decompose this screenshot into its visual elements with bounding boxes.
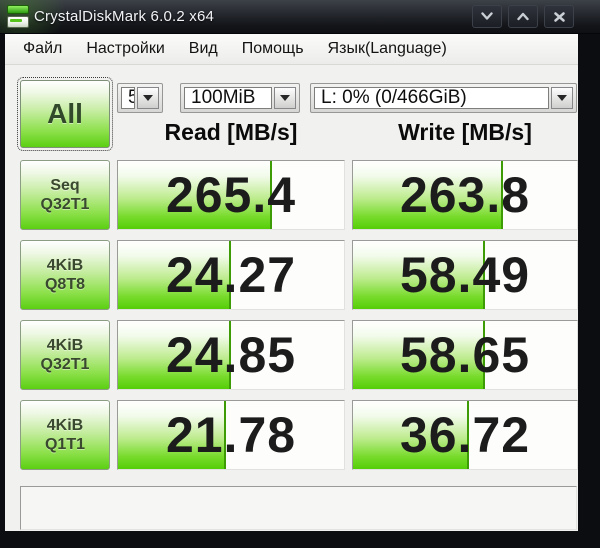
write-value: 36.72 — [399, 407, 531, 463]
title-bar: CrystalDiskMark 6.0.2 x64 — [0, 0, 600, 34]
read-result-box: 21.78 — [117, 400, 345, 470]
test-label-line1: 4KiB — [46, 336, 84, 354]
test-count-value[interactable]: 5 — [121, 87, 135, 109]
read-value: 21.78 — [165, 407, 297, 463]
target-drive-value[interactable]: L: 0% (0/466GiB) — [314, 87, 549, 109]
menu-item[interactable]: Файл — [23, 40, 63, 57]
read-value: 24.85 — [165, 327, 297, 383]
menu-bar: Файл Настройки Вид Помощь Язык(Language) — [5, 34, 578, 65]
test-label-line2: Q32T1 — [40, 196, 90, 213]
test-label-line1: Seq — [50, 176, 80, 194]
read-fill-bar — [118, 401, 227, 469]
write-fill-bar — [353, 321, 486, 389]
benchmark-row: 4KiB Q32T1 24.85 58.65 — [5, 320, 578, 390]
chevron-down-icon[interactable] — [137, 87, 159, 109]
menu-item[interactable]: Помощь — [241, 40, 304, 57]
comment-box — [20, 486, 577, 530]
crystaldiskmark-app-icon — [7, 4, 31, 30]
write-result-box: 58.49 — [352, 240, 578, 310]
test-label-line1: 4KiB — [46, 256, 84, 274]
test-label-line2: Q1T1 — [44, 436, 85, 453]
test-size-combobox[interactable]: 100MiB — [180, 83, 300, 113]
benchmark-row: Seq Q32T1 265.4 263.8 — [5, 160, 578, 230]
read-fill-bar — [118, 321, 231, 389]
close-button[interactable] — [544, 5, 574, 28]
chevron-down-icon — [481, 12, 493, 20]
maximize-button[interactable] — [508, 5, 538, 28]
write-result-box: 263.8 — [352, 160, 578, 230]
read-result-box: 24.27 — [117, 240, 345, 310]
write-column-header: Write [MB/s] — [398, 119, 532, 145]
test-label-line1: 4KiB — [46, 416, 84, 434]
window-title: CrystalDiskMark 6.0.2 x64 — [34, 8, 215, 25]
chevron-down-icon[interactable] — [551, 87, 573, 109]
test-size-value[interactable]: 100MiB — [184, 87, 272, 109]
disk-icon-body — [7, 16, 29, 28]
write-result-box: 36.72 — [352, 400, 578, 470]
write-fill-bar — [353, 241, 486, 309]
read-result-box: 265.4 — [117, 160, 345, 230]
read-fill-bar — [118, 241, 231, 309]
write-value: 263.8 — [399, 167, 531, 223]
client-area: All 5 100MiB L: 0% (0/466GiB) Read [MB/s… — [5, 65, 578, 531]
test-count-combobox[interactable]: 5 — [117, 83, 163, 113]
read-column-header: Read [MB/s] — [164, 119, 298, 145]
benchmark-row: 4KiB Q1T1 21.78 36.72 — [5, 400, 578, 470]
write-fill-bar — [353, 401, 470, 469]
chevron-up-icon — [517, 12, 529, 21]
test-button[interactable]: 4KiB Q1T1 — [20, 400, 110, 470]
read-fill-bar — [118, 161, 272, 229]
read-value: 24.27 — [165, 247, 297, 303]
test-button[interactable]: Seq Q32T1 — [20, 160, 110, 230]
test-label-line2: Q8T8 — [44, 276, 85, 293]
write-value: 58.49 — [399, 247, 531, 303]
disk-icon-top — [7, 5, 29, 14]
test-button[interactable]: 4KiB Q8T8 — [20, 240, 110, 310]
write-result-box: 58.65 — [352, 320, 578, 390]
menu-item[interactable]: Вид — [188, 40, 218, 57]
run-all-button[interactable]: All — [17, 77, 113, 151]
menu-item[interactable]: Настройки — [86, 40, 165, 57]
read-value: 265.4 — [165, 167, 297, 223]
write-value: 58.65 — [399, 327, 531, 383]
minimize-button[interactable] — [472, 5, 502, 28]
test-button[interactable]: 4KiB Q32T1 — [20, 320, 110, 390]
test-label-line2: Q32T1 — [40, 356, 90, 373]
menu-item[interactable]: Язык(Language) — [327, 40, 447, 57]
target-drive-combobox[interactable]: L: 0% (0/466GiB) — [310, 83, 577, 113]
chevron-down-icon[interactable] — [274, 87, 296, 109]
write-fill-bar — [353, 161, 504, 229]
results-grid: Seq Q32T1 265.4 263.8 4KiB — [5, 160, 578, 480]
read-result-box: 24.85 — [117, 320, 345, 390]
window-body: Файл Настройки Вид Помощь Язык(Language)… — [5, 34, 578, 531]
close-icon — [553, 11, 565, 22]
benchmark-row: 4KiB Q8T8 24.27 58.49 — [5, 240, 578, 310]
